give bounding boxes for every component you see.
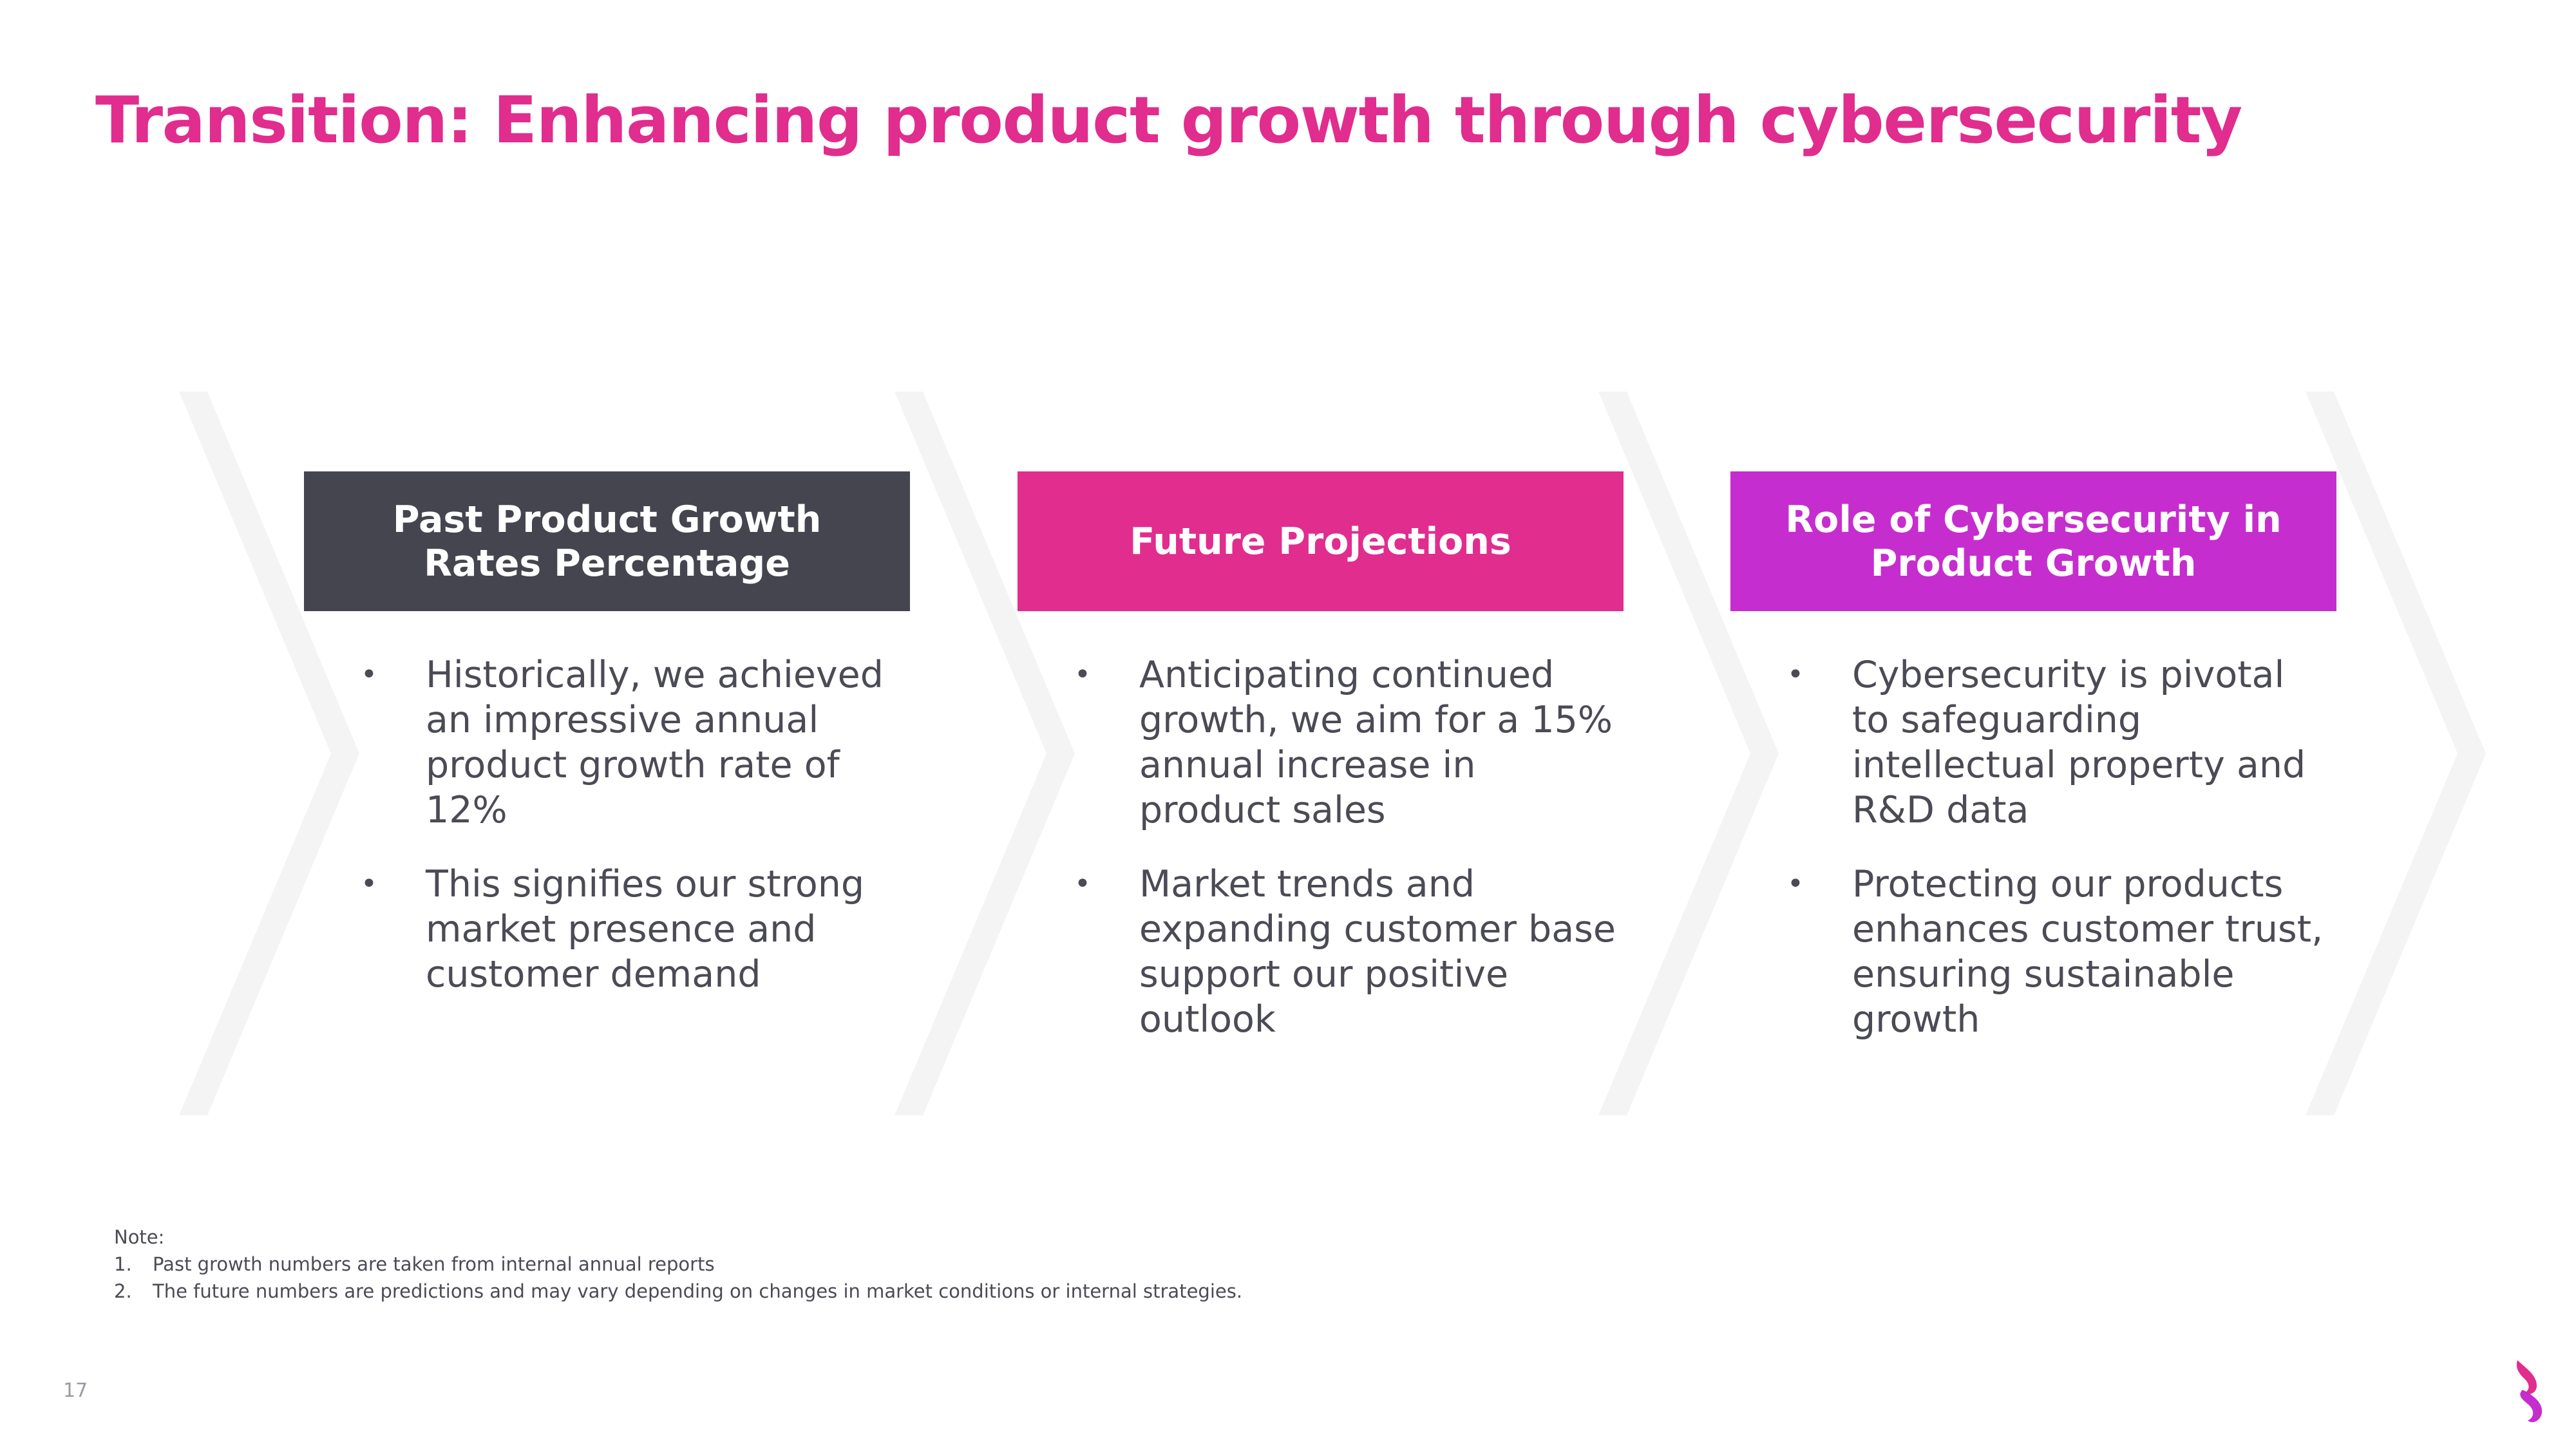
- bullet-text: Cybersecurity is pivotal to safeguarding…: [1852, 654, 2306, 831]
- bullet-list: • Historically, we achieved an impressive…: [304, 652, 910, 997]
- list-item: • Anticipating continued growth, we aim f…: [1018, 652, 1624, 833]
- list-item: • Cybersecurity is pivotal to safeguardin…: [1730, 652, 2336, 833]
- footnote-number: 1.: [114, 1253, 132, 1275]
- footnote-item: 1. Past growth numbers are taken from in…: [114, 1251, 1242, 1278]
- bullet-icon: •: [1074, 867, 1091, 900]
- column-cybersecurity-role: Role of Cybersecurity in Product Growth …: [1730, 471, 2336, 1071]
- footnote-number: 2.: [114, 1280, 132, 1302]
- footnote-text: Past growth numbers are taken from inter…: [153, 1253, 715, 1275]
- footnotes: Note: 1. Past growth numbers are taken f…: [114, 1224, 1242, 1305]
- footnote-text: The future numbers are predictions and m…: [153, 1280, 1243, 1302]
- bullet-text: Protecting our products enhances custome…: [1852, 863, 2324, 1041]
- column-past-growth: Past Product Growth Rates Percentage • Hi…: [304, 471, 910, 1026]
- list-item: • Market trends and expanding customer ba…: [1018, 862, 1624, 1042]
- bullet-icon: •: [1787, 867, 1804, 900]
- bullet-icon: •: [1074, 658, 1091, 691]
- bullet-list: • Anticipating continued growth, we aim f…: [1018, 652, 1624, 1042]
- bullet-icon: •: [361, 867, 377, 900]
- column-header: Past Product Growth Rates Percentage: [304, 471, 910, 611]
- list-item: • Historically, we achieved an impressive…: [304, 652, 910, 833]
- slide-title: Transition: Enhancing product growth thr…: [95, 82, 2242, 158]
- bullet-text: Historically, we achieved an impressive …: [426, 654, 884, 831]
- bullet-icon: •: [1787, 658, 1804, 691]
- column-future-projections: Future Projections • Anticipating continu…: [1018, 471, 1624, 1071]
- list-item: • This signifies our strong market presen…: [304, 862, 910, 997]
- bullet-text: Anticipating continued growth, we aim fo…: [1139, 654, 1613, 831]
- list-item: • Protecting our products enhances custom…: [1730, 862, 2336, 1042]
- bullet-text: Market trends and expanding customer bas…: [1139, 863, 1616, 1041]
- bullet-text: This signifies our strong market presenc…: [426, 863, 865, 996]
- bullet-icon: •: [361, 658, 377, 691]
- page-number: 17: [63, 1379, 88, 1402]
- column-header: Role of Cybersecurity in Product Growth: [1730, 471, 2336, 611]
- notes-label: Note:: [114, 1226, 165, 1248]
- flame-logo-icon: [2516, 1360, 2543, 1423]
- footnote-item: 2. The future numbers are predictions an…: [114, 1278, 1242, 1305]
- column-header: Future Projections: [1018, 471, 1624, 611]
- bullet-list: • Cybersecurity is pivotal to safeguardin…: [1730, 652, 2336, 1042]
